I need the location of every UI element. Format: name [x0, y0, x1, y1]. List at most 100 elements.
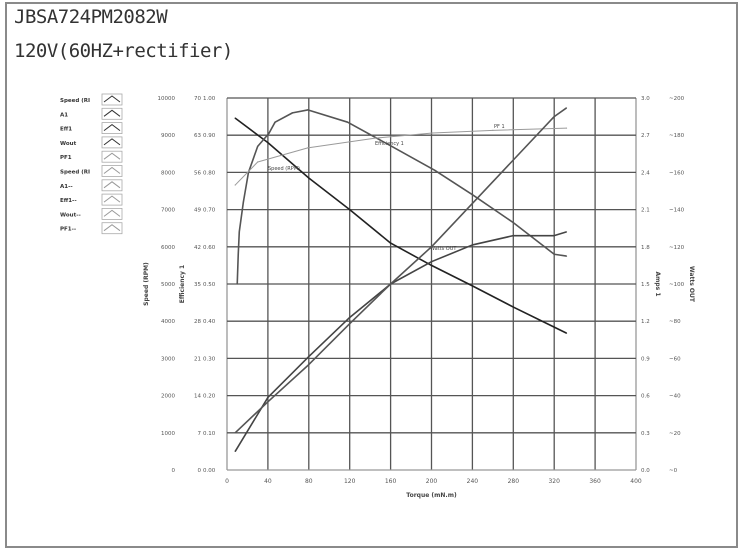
- speed-tick-label: 10000: [158, 96, 176, 102]
- x-tick-label: 320: [548, 478, 560, 485]
- series-label: Efficiency 1: [375, 141, 404, 147]
- secondary-tick-label: 56: [194, 170, 201, 176]
- x-tick-label: 200: [426, 478, 438, 485]
- legend-line-icon: [103, 123, 121, 132]
- x-axis-label: Torque (mN.m): [406, 492, 457, 499]
- data-point: [565, 255, 568, 257]
- data-point: [512, 159, 514, 161]
- x-tick-label: 280: [508, 478, 520, 485]
- data-point: [234, 450, 236, 452]
- amps-axis-label: Amps 1: [654, 271, 661, 296]
- secondary-tick-label: 28: [194, 319, 201, 325]
- data-point: [512, 222, 514, 224]
- watts-tick-label: ~60: [669, 356, 681, 362]
- efficiency-tick-label: 0.40: [203, 319, 216, 325]
- efficiency-axis-label: Efficiency 1: [179, 265, 186, 303]
- legend-label: Wout--: [60, 212, 81, 218]
- speed-tick-label: 0: [172, 468, 176, 474]
- data-point: [492, 129, 494, 131]
- legend-line-icon: [103, 95, 121, 103]
- series-label: Speed (RPM): [268, 166, 300, 172]
- data-point: [431, 132, 434, 134]
- legend-swatch: [101, 122, 123, 134]
- data-point: [471, 202, 473, 204]
- data-point: [257, 161, 259, 163]
- x-tick-label: 160: [385, 478, 397, 485]
- data-point: [347, 121, 349, 123]
- speed-tick-label: 2000: [161, 394, 175, 400]
- speed-tick-label: 7000: [161, 208, 175, 214]
- data-point: [308, 177, 310, 179]
- secondary-tick-label: 63: [194, 133, 201, 139]
- legend-line-icon: [103, 224, 121, 232]
- x-tick-label: 240: [467, 478, 479, 485]
- secondary-tick-label: 70: [194, 96, 201, 102]
- legend-line-icon: [103, 166, 121, 174]
- legend-label: PF1: [60, 155, 72, 161]
- x-tick-label: 80: [305, 478, 313, 485]
- data-point: [307, 109, 309, 111]
- efficiency-tick-label: 0.20: [203, 394, 216, 400]
- data-point: [349, 316, 351, 319]
- legend-swatch: [101, 165, 123, 177]
- amps-tick-label: 2.7: [641, 133, 650, 139]
- data-point: [234, 117, 236, 119]
- amps-tick-label: 0.9: [641, 356, 650, 362]
- legend-label: Wout: [60, 141, 77, 147]
- data-point: [391, 145, 393, 147]
- data-point: [238, 231, 240, 233]
- legend-swatch: [101, 179, 123, 192]
- chart-frame: [5, 2, 738, 548]
- legend-swatch: [101, 193, 123, 206]
- data-point: [553, 326, 555, 328]
- legend-swatch: [101, 222, 123, 235]
- legend-swatch: [101, 93, 123, 106]
- data-point: [349, 209, 351, 211]
- speed-tick-label: 4000: [161, 319, 175, 325]
- secondary-tick-label: 49: [194, 208, 201, 214]
- data-point: [553, 253, 555, 255]
- legend-swatch: [101, 136, 123, 149]
- secondary-tick-label: 0: [198, 468, 202, 474]
- legend-line-icon: [103, 195, 121, 203]
- speed-axis-label: Speed (RPM): [143, 262, 150, 306]
- data-point: [267, 142, 269, 144]
- data-point: [274, 121, 276, 123]
- legend-label: PF1--: [60, 227, 76, 233]
- legend-line-icon: [103, 152, 121, 160]
- spec-subtitle: 120V(60HZ+rectifier): [14, 40, 233, 62]
- watts-tick-label: ~20: [669, 431, 681, 437]
- legend-swatch: [101, 207, 123, 220]
- speed-tick-label: 6000: [161, 245, 175, 251]
- data-point: [308, 364, 310, 366]
- series-label: PF 1: [494, 124, 505, 130]
- efficiency-tick-label: 0.30: [203, 356, 216, 362]
- legend-label: A1: [60, 112, 68, 118]
- watts-tick-label: ~40: [669, 394, 681, 400]
- efficiency-tick-label: 0.10: [203, 431, 216, 437]
- data-point: [471, 194, 473, 196]
- data-point: [512, 235, 514, 237]
- secondary-tick-label: 42: [194, 245, 201, 251]
- efficiency-tick-label: 0.80: [203, 170, 216, 176]
- efficiency-tick-label: 0.50: [203, 282, 216, 288]
- data-point: [307, 147, 309, 149]
- watts-tick-label: ~120: [669, 245, 685, 251]
- data-point: [308, 355, 310, 358]
- data-point: [565, 332, 568, 334]
- speed-tick-label: 8000: [161, 170, 175, 176]
- data-point: [349, 323, 351, 325]
- amps-tick-label: 1.2: [641, 319, 650, 325]
- data-point: [430, 264, 433, 266]
- amps-tick-label: 2.1: [641, 208, 650, 214]
- amps-tick-label: 0.6: [641, 394, 650, 400]
- series-line: [234, 107, 567, 434]
- x-tick-label: 0: [225, 478, 229, 485]
- efficiency-tick-label: 0.90: [203, 133, 216, 139]
- watts-tick-label: ~180: [669, 133, 685, 139]
- series-label: Watts OUT: [430, 246, 457, 252]
- speed-tick-label: 3000: [161, 356, 175, 362]
- x-tick-label: 360: [589, 478, 601, 485]
- data-point: [291, 112, 294, 114]
